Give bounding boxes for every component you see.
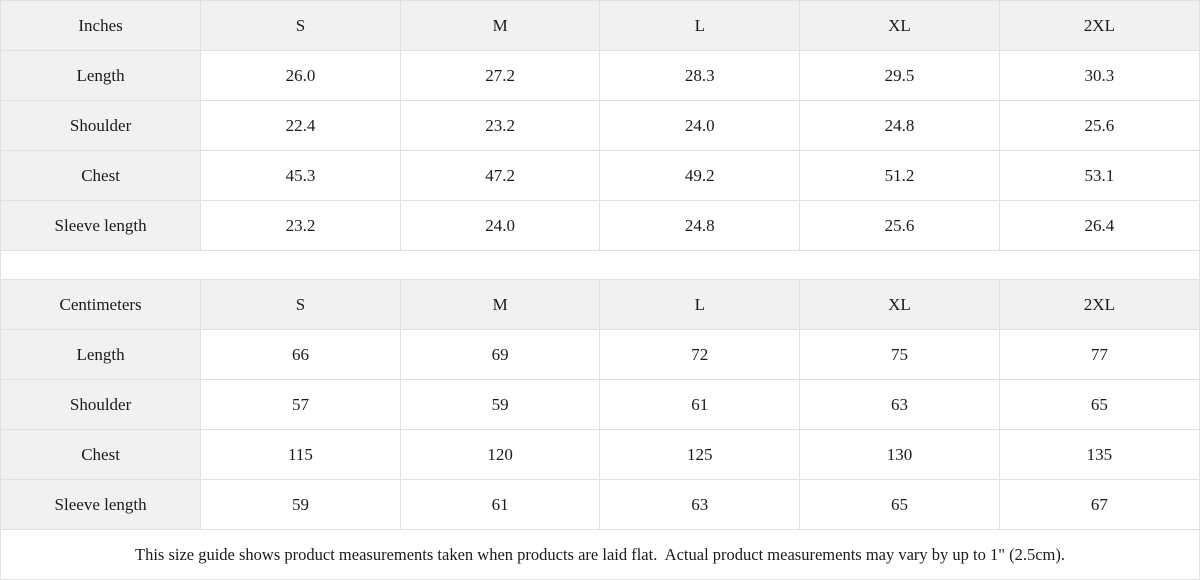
measurement-label-cell: Length bbox=[1, 329, 202, 380]
unit-header-cell: Inches bbox=[1, 1, 202, 51]
measurement-value-cell: 120 bbox=[399, 429, 601, 480]
size-header-row: Inches S M L XL 2XL bbox=[1, 1, 1199, 51]
measurement-value-cell: 25.6 bbox=[799, 200, 1000, 250]
measurement-value-cell: 24.8 bbox=[599, 200, 801, 250]
size-table-centimeters: Centimeters S M L XL 2XL Length 66 69 72 75 77 Shoul… bbox=[1, 280, 1199, 529]
measurement-value-cell: 61 bbox=[599, 379, 801, 430]
measurement-row: Chest 45.3 47.2 49.2 51.2 53.1 bbox=[1, 150, 1199, 201]
measurement-value-cell: 26.0 bbox=[200, 50, 401, 101]
measurement-value-cell: 22.4 bbox=[200, 100, 401, 151]
size-header-cell: 2XL bbox=[998, 1, 1199, 51]
measurement-label-cell: Sleeve length bbox=[1, 200, 202, 250]
unit-header-cell: Centimeters bbox=[1, 280, 202, 330]
measurement-value-cell: 75 bbox=[799, 329, 1000, 380]
measurement-label-cell: Length bbox=[1, 50, 202, 101]
size-header-cell: S bbox=[200, 280, 401, 330]
measurement-value-cell: 47.2 bbox=[399, 150, 601, 201]
size-header-cell: 2XL bbox=[998, 280, 1199, 330]
size-header-cell: XL bbox=[799, 1, 1000, 51]
size-header-cell: L bbox=[599, 1, 801, 51]
measurement-value-cell: 59 bbox=[200, 479, 401, 529]
measurement-value-cell: 72 bbox=[599, 329, 801, 380]
size-guide-footnote: This size guide shows product measuremen… bbox=[1, 529, 1199, 579]
measurement-label-cell: Shoulder bbox=[1, 100, 202, 151]
measurement-value-cell: 67 bbox=[998, 479, 1199, 529]
measurement-row: Shoulder 57 59 61 63 65 bbox=[1, 379, 1199, 430]
size-header-cell: M bbox=[399, 1, 601, 51]
size-table-inches: Inches S M L XL 2XL Length 26.0 27.2 28.3 29.5 30.3… bbox=[1, 1, 1199, 250]
measurement-label-cell: Sleeve length bbox=[1, 479, 202, 529]
measurement-value-cell: 23.2 bbox=[200, 200, 401, 250]
measurement-row: Length 66 69 72 75 77 bbox=[1, 329, 1199, 380]
measurement-value-cell: 23.2 bbox=[399, 100, 601, 151]
measurement-label-cell: Shoulder bbox=[1, 379, 202, 430]
measurement-value-cell: 27.2 bbox=[399, 50, 601, 101]
measurement-value-cell: 77 bbox=[998, 329, 1199, 380]
measurement-value-cell: 63 bbox=[799, 379, 1000, 430]
measurement-value-cell: 57 bbox=[200, 379, 401, 430]
size-header-cell: S bbox=[200, 1, 401, 51]
size-header-row: Centimeters S M L XL 2XL bbox=[1, 280, 1199, 330]
measurement-value-cell: 53.1 bbox=[998, 150, 1199, 201]
table-spacer bbox=[1, 250, 1199, 280]
measurement-value-cell: 115 bbox=[200, 429, 401, 480]
measurement-value-cell: 135 bbox=[998, 429, 1199, 480]
measurement-label-cell: Chest bbox=[1, 429, 202, 480]
measurement-value-cell: 25.6 bbox=[998, 100, 1199, 151]
measurement-value-cell: 130 bbox=[799, 429, 1000, 480]
measurement-row: Chest 115 120 125 130 135 bbox=[1, 429, 1199, 480]
measurement-value-cell: 24.8 bbox=[799, 100, 1000, 151]
measurement-row: Shoulder 22.4 23.2 24.0 24.8 25.6 bbox=[1, 100, 1199, 151]
measurement-value-cell: 65 bbox=[998, 379, 1199, 430]
measurement-value-cell: 61 bbox=[399, 479, 601, 529]
measurement-value-cell: 65 bbox=[799, 479, 1000, 529]
size-header-cell: L bbox=[599, 280, 801, 330]
measurement-value-cell: 28.3 bbox=[599, 50, 801, 101]
measurement-value-cell: 45.3 bbox=[200, 150, 401, 201]
measurement-value-cell: 24.0 bbox=[399, 200, 601, 250]
measurement-value-cell: 125 bbox=[599, 429, 801, 480]
measurement-row: Sleeve length 23.2 24.0 24.8 25.6 26.4 bbox=[1, 200, 1199, 250]
measurement-label-cell: Chest bbox=[1, 150, 202, 201]
size-header-cell: M bbox=[399, 280, 601, 330]
measurement-value-cell: 29.5 bbox=[799, 50, 1000, 101]
measurement-value-cell: 59 bbox=[399, 379, 601, 430]
measurement-value-cell: 24.0 bbox=[599, 100, 801, 151]
measurement-value-cell: 26.4 bbox=[998, 200, 1199, 250]
measurement-row: Sleeve length 59 61 63 65 67 bbox=[1, 479, 1199, 529]
size-header-cell: XL bbox=[799, 280, 1000, 330]
measurement-row: Length 26.0 27.2 28.3 29.5 30.3 bbox=[1, 50, 1199, 101]
measurement-value-cell: 30.3 bbox=[998, 50, 1199, 101]
measurement-value-cell: 66 bbox=[200, 329, 401, 380]
measurement-value-cell: 63 bbox=[599, 479, 801, 529]
measurement-value-cell: 49.2 bbox=[599, 150, 801, 201]
measurement-value-cell: 69 bbox=[399, 329, 601, 380]
measurement-value-cell: 51.2 bbox=[799, 150, 1000, 201]
